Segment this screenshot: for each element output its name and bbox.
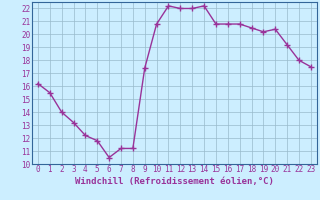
X-axis label: Windchill (Refroidissement éolien,°C): Windchill (Refroidissement éolien,°C) (75, 177, 274, 186)
